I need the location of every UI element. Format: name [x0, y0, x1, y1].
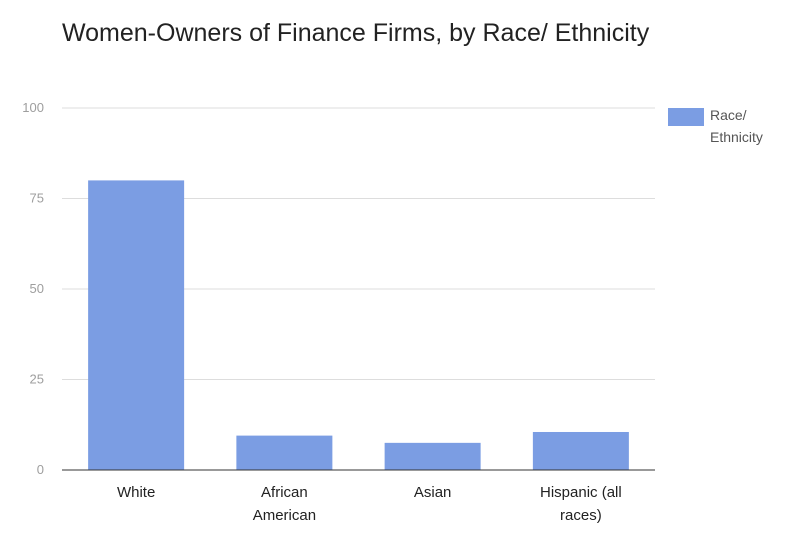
x-tick-label: White: [117, 484, 155, 501]
bar: [532, 431, 629, 470]
y-axis: 0 25 50 75 100: [22, 100, 44, 477]
y-tick-label: 50: [30, 281, 44, 296]
legend-swatch: [668, 108, 704, 126]
bar: [236, 435, 333, 470]
y-tick-label: 100: [22, 100, 44, 115]
y-tick-label: 25: [30, 372, 44, 387]
bars: [88, 180, 629, 470]
x-tick-label: Asian: [414, 484, 452, 501]
x-tick-label: Hispanic (all races): [540, 484, 622, 524]
bar: [88, 180, 185, 470]
y-tick-label: 75: [30, 191, 44, 206]
y-tick-label: 0: [37, 462, 44, 477]
legend-label: Race/ Ethnicity: [710, 107, 763, 145]
chart-title: Women-Owners of Finance Firms, by Race/ …: [62, 19, 650, 47]
x-tick-label: African American: [253, 484, 316, 524]
x-axis: White African American Asian Hispanic (all ra…: [62, 469, 655, 524]
bar: [384, 442, 481, 470]
